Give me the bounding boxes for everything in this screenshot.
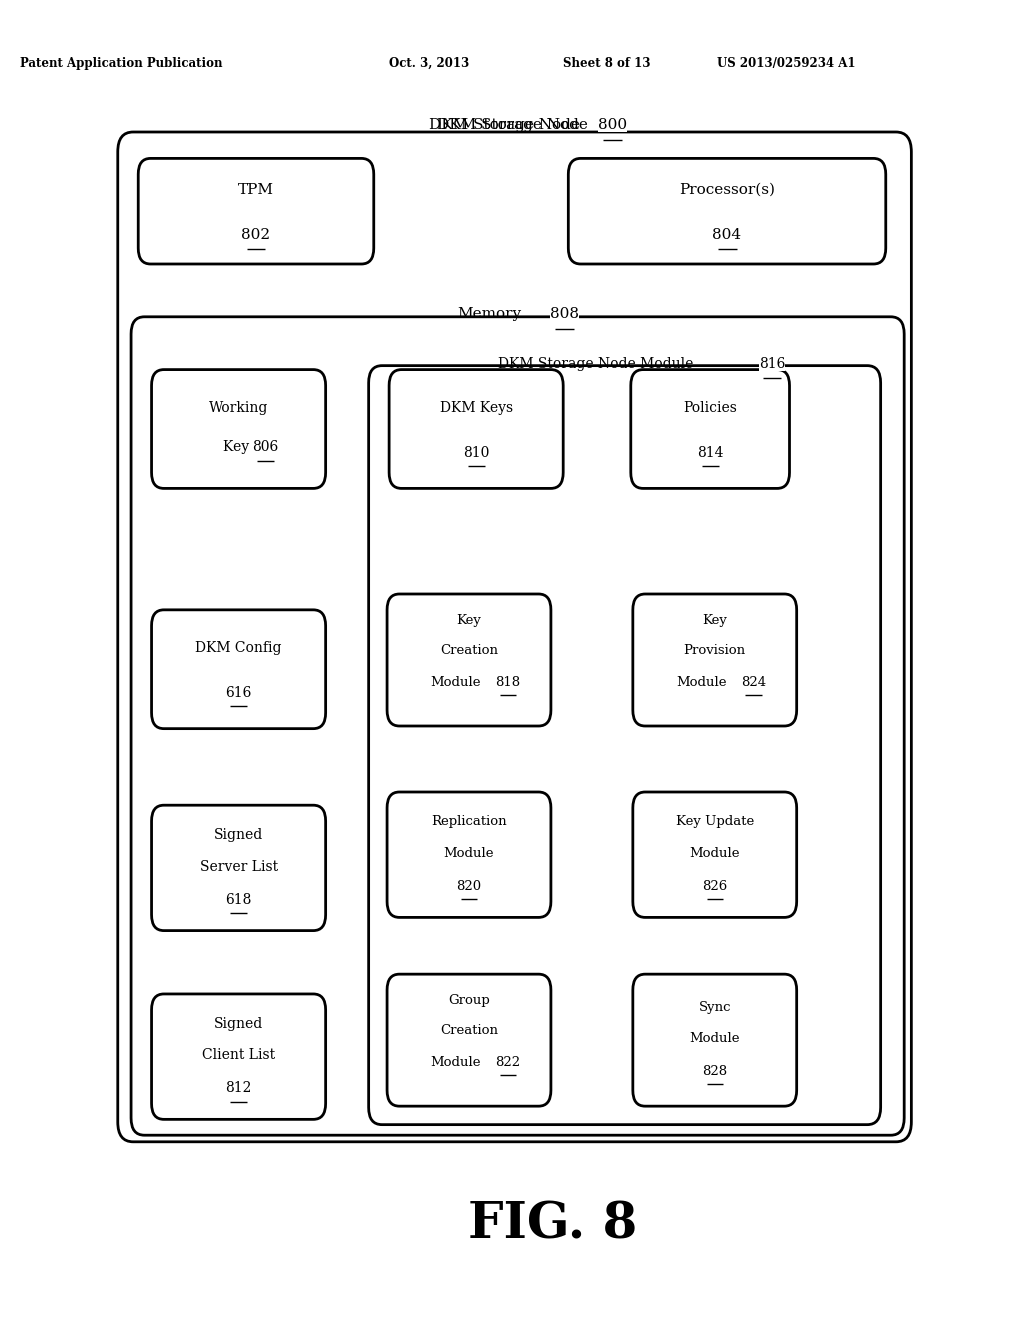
FancyBboxPatch shape [131,317,904,1135]
Text: Module: Module [430,1056,481,1069]
Text: Provision: Provision [684,644,745,657]
Text: 800: 800 [598,119,627,132]
Text: 826: 826 [702,880,727,892]
Text: Oct. 3, 2013: Oct. 3, 2013 [389,57,469,70]
Text: 804: 804 [713,228,741,242]
FancyBboxPatch shape [387,594,551,726]
Text: 818: 818 [496,676,520,689]
FancyBboxPatch shape [387,974,551,1106]
Text: DKM Storage Node: DKM Storage Node [437,119,593,132]
Text: Module: Module [430,676,481,689]
Text: TPM: TPM [238,183,274,197]
Text: 806: 806 [252,441,279,454]
Text: 822: 822 [496,1056,520,1069]
Text: 616: 616 [225,686,252,700]
FancyBboxPatch shape [152,610,326,729]
Text: 824: 824 [741,676,766,689]
Text: Policies: Policies [683,401,737,414]
Text: Creation: Creation [440,644,498,657]
FancyBboxPatch shape [118,132,911,1142]
Text: Key: Key [223,441,254,454]
Text: Signed: Signed [214,828,263,842]
Text: Sheet 8 of 13: Sheet 8 of 13 [563,57,650,70]
Text: Key Update: Key Update [676,816,754,828]
Text: 808: 808 [550,308,579,321]
Text: Key: Key [457,614,481,627]
Text: DKM Storage Node Module: DKM Storage Node Module [499,358,693,371]
FancyBboxPatch shape [633,974,797,1106]
Text: 802: 802 [242,228,270,242]
Text: Client List: Client List [202,1048,275,1063]
Text: 828: 828 [702,1065,727,1078]
Text: 618: 618 [225,892,252,907]
Text: Processor(s): Processor(s) [679,183,775,197]
Text: DKM Storage Node: DKM Storage Node [429,119,581,132]
Text: 816: 816 [759,358,785,371]
FancyBboxPatch shape [633,792,797,917]
FancyBboxPatch shape [152,805,326,931]
FancyBboxPatch shape [631,370,790,488]
FancyBboxPatch shape [138,158,374,264]
Text: Module: Module [689,1032,740,1045]
FancyBboxPatch shape [152,370,326,488]
Text: Working: Working [209,401,268,414]
Text: Memory: Memory [458,308,521,321]
Text: DKM Keys: DKM Keys [439,401,513,414]
Text: 810: 810 [463,446,489,459]
Text: Sync: Sync [698,1001,731,1014]
FancyBboxPatch shape [387,792,551,917]
Text: Server List: Server List [200,859,278,874]
FancyBboxPatch shape [389,370,563,488]
Text: Group: Group [449,994,489,1007]
Text: DKM Storage Node: DKM Storage Node [427,119,603,132]
FancyBboxPatch shape [152,994,326,1119]
Text: Creation: Creation [440,1024,498,1038]
Text: Replication: Replication [431,816,507,828]
Text: Patent Application Publication: Patent Application Publication [20,57,223,70]
Text: US 2013/0259234 A1: US 2013/0259234 A1 [717,57,855,70]
FancyBboxPatch shape [369,366,881,1125]
Text: DKM Config: DKM Config [196,642,282,655]
FancyBboxPatch shape [633,594,797,726]
Text: Module: Module [689,847,740,859]
Text: 814: 814 [697,446,723,459]
Text: Signed: Signed [214,1016,263,1031]
Text: 812: 812 [225,1081,252,1096]
Text: Module: Module [676,676,727,689]
Text: Key: Key [702,614,727,627]
Text: Module: Module [443,847,495,859]
Text: 820: 820 [457,880,481,892]
Text: FIG. 8: FIG. 8 [468,1200,638,1250]
FancyBboxPatch shape [568,158,886,264]
